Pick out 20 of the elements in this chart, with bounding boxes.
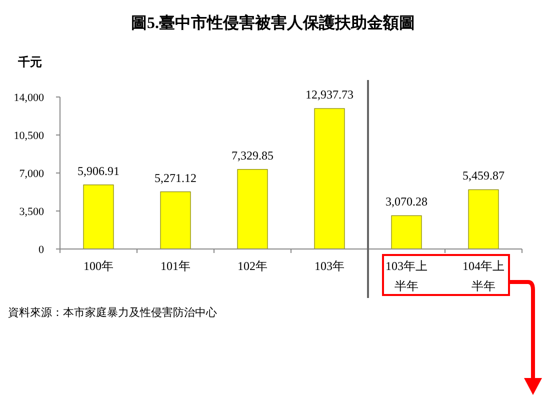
x-tick-label: 103年 [314, 258, 346, 275]
x-tick-label: 101年 [160, 258, 192, 275]
y-tick-label: 14,000 [14, 92, 44, 104]
y-tick-label: 0 [38, 244, 44, 256]
y-tick-label: 10,500 [14, 130, 44, 142]
data-label: 5,906.91 [78, 164, 120, 178]
x-tick-label: 103年上半年 [386, 258, 428, 295]
y-axis-title: 千元 [17, 55, 42, 69]
y-tick-label: 3,500 [19, 206, 44, 218]
chart-title: 圖5.臺中市性侵害被害人保護扶助金額圖 [131, 13, 415, 32]
y-tick-label: 7,000 [19, 168, 44, 180]
x-tick-label: 100年 [82, 258, 114, 275]
data-label: 3,070.28 [386, 194, 428, 209]
data-label: 12,937.73 [306, 88, 354, 102]
data-label: 5,271.12 [154, 170, 196, 185]
data-label: 5,459.87 [462, 168, 504, 183]
source-note: 資料來源：本市家庭暴力及性侵害防治中心 [8, 306, 217, 319]
data-label: 7,329.85 [232, 148, 274, 162]
x-tick-label: 104年上半年 [462, 258, 504, 295]
x-tick-label: 102年 [236, 258, 268, 275]
